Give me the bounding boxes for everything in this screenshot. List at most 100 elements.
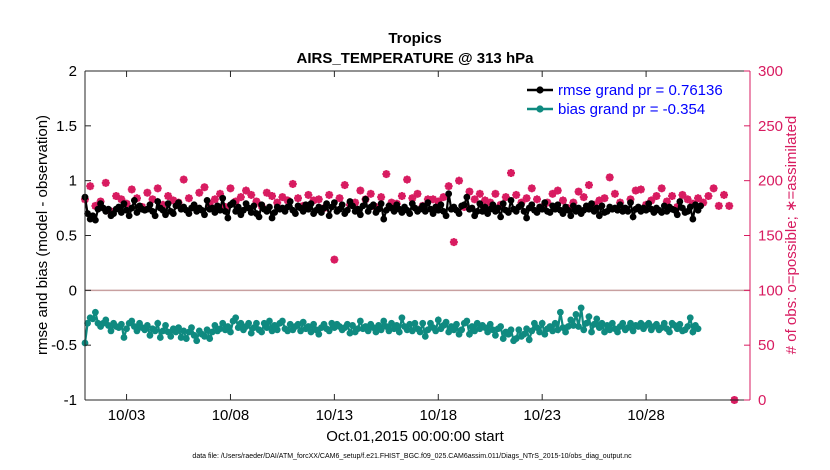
obs-assimilated-marker: [610, 189, 619, 198]
rmse-point: [362, 195, 369, 203]
bias-point: [416, 328, 424, 336]
bias-point: [499, 335, 507, 342]
rmse-point: [398, 209, 406, 216]
rmse-point: [689, 215, 697, 223]
rmse-point: [247, 209, 255, 216]
bias-point: [364, 327, 372, 335]
rmse-point: [497, 213, 505, 221]
bias-point: [245, 319, 253, 327]
rmse-point: [673, 211, 681, 219]
bias-point: [307, 328, 315, 336]
bias-point: [377, 326, 385, 334]
obs-assimilated-marker: [127, 185, 136, 194]
bias-point: [188, 324, 195, 332]
rmse-point: [91, 216, 99, 224]
rmse-point: [616, 201, 624, 209]
bias-point: [156, 334, 164, 341]
bias-point: [208, 328, 216, 336]
bias-point: [637, 319, 645, 327]
bias-point: [525, 336, 533, 344]
bias-point: [471, 327, 479, 335]
rmse-point: [120, 200, 128, 208]
y-axis-right-label: # of obs: o=possible; ∗=assimilated: [783, 116, 800, 355]
bias-point: [608, 319, 616, 327]
rmse-point: [330, 199, 338, 207]
obs-assimilated-marker: [668, 192, 677, 201]
rmse-point: [255, 213, 263, 221]
bias-point: [629, 327, 637, 335]
bias-point: [349, 322, 356, 329]
rmse-point: [676, 198, 684, 205]
rmse-point: [356, 211, 364, 219]
bias-point: [123, 325, 130, 333]
bias-point: [473, 319, 481, 327]
rmse-point: [104, 205, 112, 213]
bias-point: [258, 328, 266, 336]
obs-assimilated-marker: [304, 190, 313, 199]
obs-assimilated-marker: [429, 195, 438, 204]
rmse-point: [588, 200, 595, 208]
bias-point: [403, 326, 411, 334]
rmse-point: [130, 197, 138, 204]
bias-point: [146, 331, 154, 339]
obs-assimilated-marker: [694, 194, 703, 203]
bias-point: [224, 323, 232, 330]
bias-point: [356, 317, 364, 325]
obs-assimilated-marker: [600, 194, 609, 203]
rmse-point: [271, 209, 279, 216]
rmse-point: [307, 200, 315, 208]
bias-point: [325, 327, 333, 335]
obs-assimilated-marker: [314, 195, 323, 204]
y-right-tick-label: 200: [758, 173, 783, 190]
rmse-point: [359, 202, 367, 210]
rmse-point: [338, 201, 346, 209]
bias-point: [694, 325, 702, 333]
bias-point: [232, 314, 240, 322]
bias-point: [614, 328, 621, 336]
bias-point: [297, 327, 305, 335]
obs-assimilated-marker: [340, 181, 349, 190]
rmse-point: [518, 201, 525, 209]
rmse-point: [533, 209, 541, 216]
rmse-point: [546, 209, 554, 216]
obs-assimilated-marker: [226, 184, 235, 193]
bias-point: [162, 322, 169, 329]
rmse-point: [185, 210, 193, 217]
rmse-point: [164, 200, 172, 208]
x-tick-label: 10/13: [316, 407, 354, 424]
obs-assimilated-marker: [558, 196, 567, 205]
rmse-point: [117, 209, 125, 216]
bias-point: [538, 319, 546, 327]
obs-assimilated-marker: [501, 193, 510, 202]
bias-point: [180, 327, 188, 335]
bias-point: [520, 330, 528, 338]
obs-assimilated-marker: [330, 255, 339, 264]
bias-point: [385, 327, 393, 335]
bias-point: [294, 320, 302, 328]
rmse-point: [575, 204, 582, 212]
rmse-point: [203, 197, 211, 204]
bias-point: [206, 335, 214, 342]
rmse-point: [284, 203, 292, 211]
bias-point: [159, 327, 167, 335]
bias-point: [343, 320, 351, 328]
bias-point: [541, 330, 549, 338]
obs-assimilated-marker: [195, 188, 204, 197]
bias-point: [582, 319, 590, 327]
obs-assimilated-marker: [397, 192, 406, 201]
bias-point: [453, 320, 460, 328]
rmse-point: [442, 212, 450, 220]
bias-point: [507, 326, 515, 334]
rmse-point: [473, 207, 481, 215]
rmse-point: [523, 214, 531, 222]
bias-point: [580, 326, 588, 334]
obs-assimilated-marker: [403, 175, 412, 184]
rmse-point: [286, 198, 294, 205]
rmse-point: [645, 200, 653, 208]
bias-point: [458, 326, 466, 334]
rmse-point: [115, 203, 123, 211]
obs-assimilated-marker: [475, 189, 484, 198]
bias-point: [193, 337, 201, 345]
rmse-point: [84, 210, 91, 217]
bias-point: [177, 334, 185, 341]
